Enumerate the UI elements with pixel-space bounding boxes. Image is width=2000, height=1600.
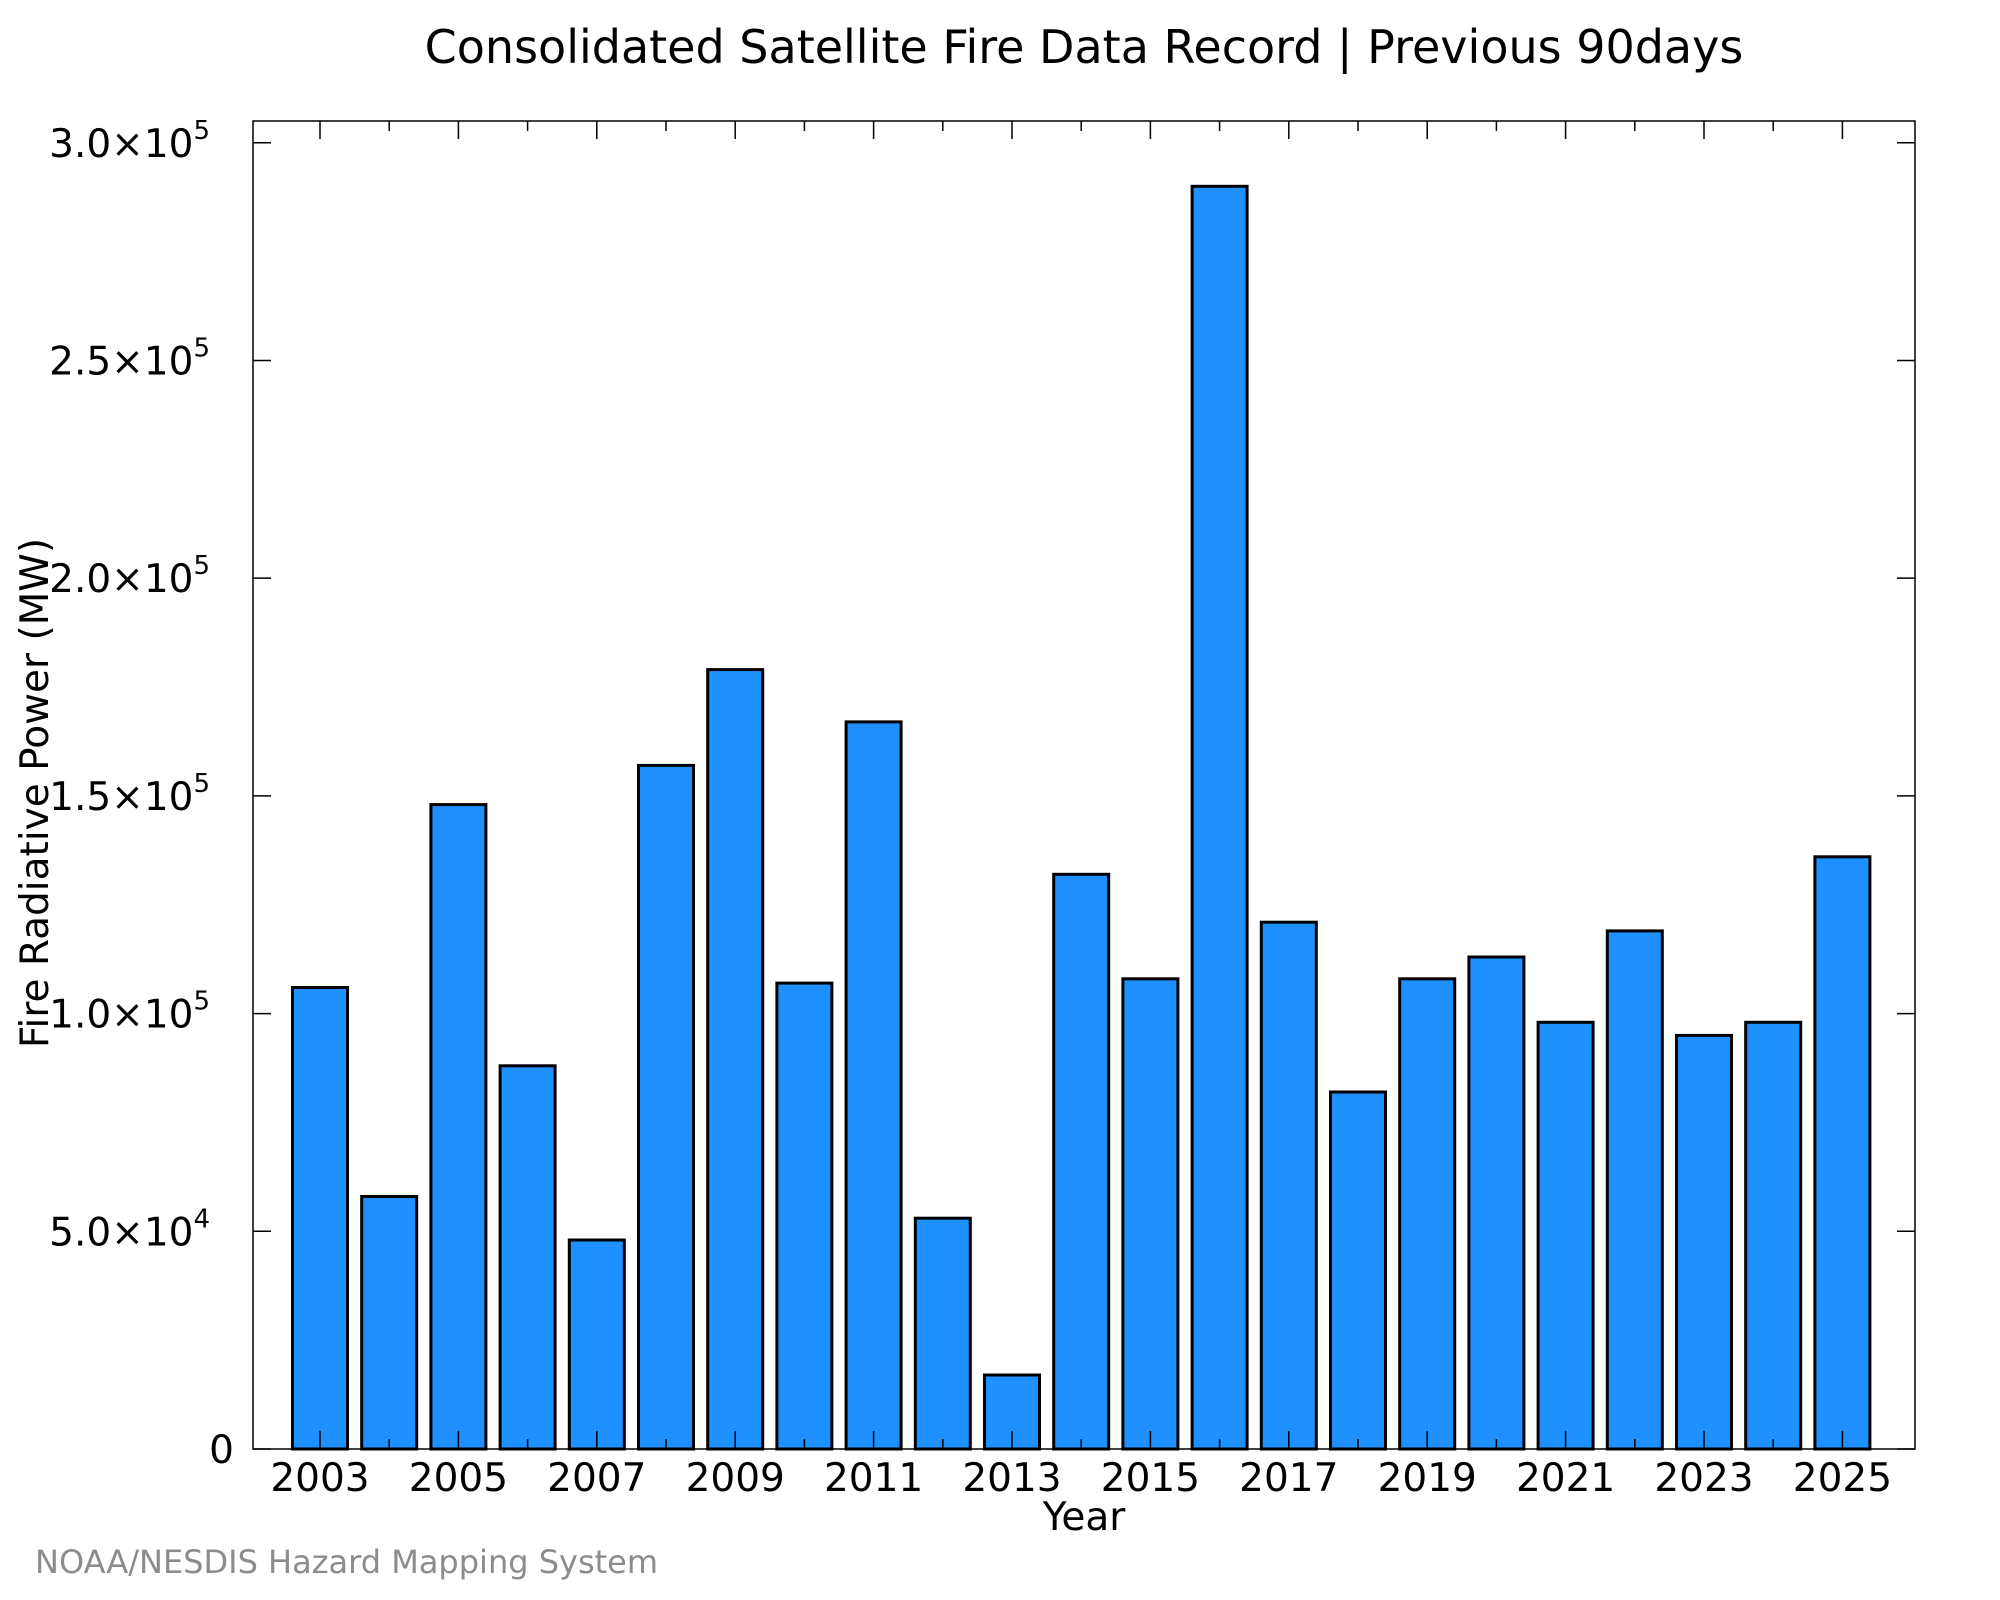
bars-group [291, 184, 1872, 1451]
bar-2007 [567, 1238, 626, 1451]
bar-2010 [775, 981, 834, 1451]
bar-2016 [1190, 184, 1249, 1451]
y-tick-label-3: 1.5×105 [49, 769, 210, 820]
y-tick-label-2: 1.0×105 [49, 987, 210, 1038]
bar-2004 [360, 1195, 419, 1451]
x-tick-label-2011: 2011 [824, 1456, 923, 1501]
x-tick-label-2019: 2019 [1378, 1456, 1477, 1501]
bar-2008 [637, 763, 695, 1451]
x-tick-label-2015: 2015 [1101, 1456, 1200, 1501]
bar-2020 [1467, 955, 1526, 1451]
x-tick-label-2009: 2009 [686, 1456, 785, 1501]
bar-2024 [1744, 1020, 1803, 1451]
bar-2015 [1121, 977, 1180, 1451]
y-tick-label-5: 2.5×105 [49, 333, 210, 384]
y-tick-exponent-6: 5 [193, 116, 210, 146]
bar-2005 [429, 803, 488, 1451]
y-tick-label-6: 3.0×105 [49, 116, 210, 167]
y-tick-exponent-2: 5 [193, 987, 210, 1017]
x-tick-label-2003: 2003 [270, 1456, 369, 1501]
bar-2009 [706, 668, 765, 1451]
y-tick-exponent-1: 4 [193, 1204, 210, 1234]
x-tick-label-2017: 2017 [1239, 1456, 1338, 1501]
y-tick-label-4: 2.0×105 [49, 551, 210, 602]
x-tick-label-2021: 2021 [1516, 1456, 1615, 1501]
y-tick-exponent-3: 5 [193, 769, 210, 799]
bar-2018 [1329, 1090, 1387, 1451]
x-tick-label-2005: 2005 [409, 1456, 508, 1501]
y-tick-label-0: 0 [209, 1428, 234, 1473]
bar-2011 [844, 720, 903, 1451]
bar-2006 [498, 1064, 557, 1451]
x-tick-label-2013: 2013 [962, 1456, 1061, 1501]
x-tick-labels: 2003 2005 2007 2009 2011 2013 2015 2017 2019 2021… [270, 1456, 1892, 1501]
plot-frame [252, 120, 1916, 1450]
bar-2003 [291, 986, 349, 1451]
y-tick-labels: 0 5.0×104 1.0×105 1.5×105 2.0×105 2.5×105 3.0×… [49, 116, 234, 1473]
bar-2021 [1536, 1020, 1595, 1451]
bar-2012 [913, 1216, 972, 1451]
y-tick-exponent-5: 5 [193, 333, 210, 363]
bar-2023 [1675, 1033, 1733, 1451]
bar-2014 [1052, 872, 1111, 1451]
y-axis-label: Fire Radiative Power (MW) [13, 538, 58, 1048]
x-tick-label-2025: 2025 [1793, 1456, 1892, 1501]
x-axis-label: Year [1042, 1495, 1127, 1540]
y-tick-label-1: 5.0×104 [49, 1204, 210, 1255]
y-tick-exponent-4: 5 [193, 551, 210, 581]
x-tick-label-2007: 2007 [547, 1456, 646, 1501]
bar-2022 [1605, 929, 1664, 1451]
bar-2025 [1813, 855, 1872, 1451]
bar-2019 [1398, 977, 1457, 1451]
x-tick-label-2023: 2023 [1654, 1456, 1753, 1501]
credit-text: NOAA/NESDIS Hazard Mapping System [35, 1543, 658, 1581]
bar-2017 [1259, 920, 1318, 1451]
chart-title: Consolidated Satellite Fire Data Record … [425, 20, 1744, 75]
